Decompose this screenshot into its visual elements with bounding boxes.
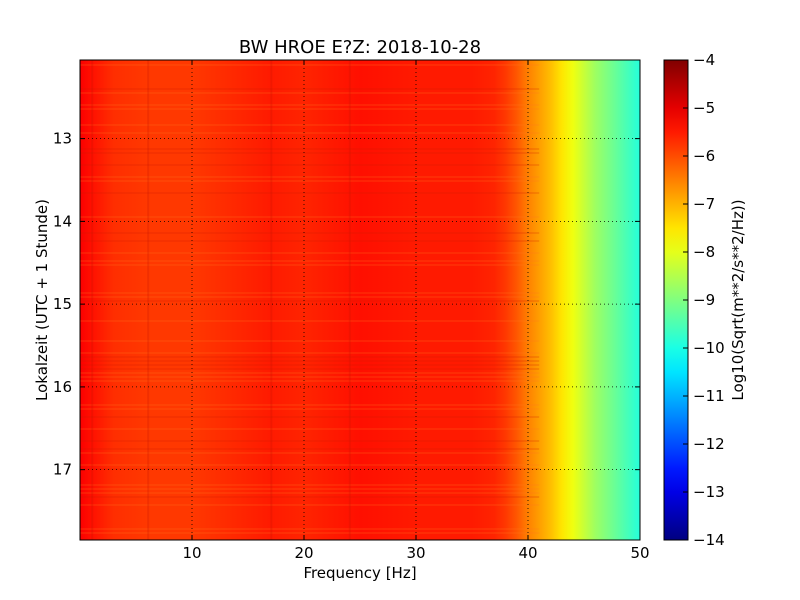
texture-stripe	[80, 376, 540, 378]
y-tick-label: 17	[53, 461, 72, 479]
texture-stripe	[80, 176, 540, 178]
texture-stripe	[80, 368, 540, 370]
colorbar-tick-label: −12	[693, 435, 725, 453]
texture-stripe	[80, 296, 540, 298]
colorbar-tick-label: −8	[693, 243, 715, 261]
chart-title: BW HROE E?Z: 2018-10-28	[239, 37, 481, 58]
texture-stripe	[80, 300, 540, 302]
texture-stripe	[80, 340, 540, 342]
colorbar-tick-label: −11	[693, 387, 725, 405]
frequency-line	[147, 60, 150, 540]
colorbar-tick-label: −9	[693, 291, 715, 309]
texture-stripe	[80, 428, 540, 430]
x-tick-label: 30	[406, 544, 425, 562]
colorbar-tick-label: −10	[693, 339, 725, 357]
x-tick-label: 10	[182, 544, 201, 562]
x-tick-label: 50	[630, 544, 649, 562]
texture-stripe	[80, 252, 540, 254]
texture-stripe	[80, 232, 540, 234]
frequency-line	[348, 60, 351, 540]
colorbar-ticks: −4 −5 −6 −7 −8 −9 −10 −11 −12 −13 −14	[683, 51, 725, 549]
grid-lines	[80, 60, 640, 540]
colorbar-tick-label: −4	[693, 51, 715, 69]
texture-stripe	[80, 292, 540, 294]
texture-stripe	[80, 468, 540, 470]
texture-stripe	[80, 92, 540, 94]
plot-area: 10 20 30 40 50 13 14 15 16 17	[53, 59, 650, 562]
texture-stripe	[80, 528, 540, 530]
texture-stripe	[80, 124, 540, 126]
texture-stripe	[80, 416, 540, 418]
x-axis-ticks: 10 20 30 40 50	[182, 60, 650, 562]
y-tick-label: 13	[53, 130, 72, 148]
texture-stripe	[80, 452, 540, 454]
x-axis-label: Frequency [Hz]	[303, 564, 416, 582]
texture-stripe	[80, 180, 540, 182]
texture-stripe	[80, 264, 540, 266]
frequency-line	[91, 60, 94, 540]
colorbar-tick-label: −5	[693, 99, 715, 117]
texture-stripe	[80, 192, 540, 194]
texture-stripe	[80, 164, 540, 166]
colorbar-tick-label: −14	[693, 531, 725, 549]
plot-frame	[79, 59, 641, 541]
texture-stripe	[80, 88, 540, 90]
heatmap-stripes	[80, 60, 540, 540]
texture-stripe	[80, 108, 540, 110]
texture-stripe	[80, 448, 540, 450]
colorbar: −4 −5 −6 −7 −8 −9 −10 −11 −12 −13 −14	[663, 51, 725, 549]
y-axis-ticks: 13 14 15 16 17	[53, 130, 640, 479]
texture-stripe	[80, 132, 540, 134]
texture-stripe	[80, 148, 540, 150]
texture-stripe	[80, 484, 540, 486]
texture-stripe	[80, 440, 540, 442]
frequency-line	[270, 60, 273, 540]
texture-stripe	[80, 372, 540, 374]
heatmap-field	[80, 60, 640, 540]
y-axis-label: Lokalzeit (UTC + 1 Stunde)	[33, 199, 51, 401]
texture-stripe	[80, 380, 540, 382]
y-tick-label: 15	[53, 295, 72, 313]
texture-stripe	[80, 64, 540, 66]
texture-stripe	[80, 488, 540, 490]
colorbar-tick-label: −6	[693, 147, 715, 165]
texture-stripe	[80, 408, 540, 410]
texture-stripe	[80, 260, 540, 262]
texture-stripe	[80, 364, 540, 366]
x-tick-label: 20	[294, 544, 313, 562]
colorbar-label: Log10(Sqrt(m**2/s**2/Hz))	[729, 199, 747, 400]
texture-stripe	[80, 496, 540, 498]
texture-stripe	[80, 356, 540, 358]
y-tick-label: 14	[53, 212, 72, 230]
x-tick-label: 40	[518, 544, 537, 562]
texture-stripe	[80, 320, 540, 322]
y-tick-label: 16	[53, 378, 72, 396]
colorbar-tick-label: −13	[693, 483, 725, 501]
texture-stripe	[80, 352, 540, 354]
texture-stripe	[80, 360, 540, 362]
texture-stripe	[80, 464, 540, 466]
texture-stripe	[80, 104, 540, 106]
texture-stripe	[80, 240, 540, 242]
texture-stripe	[80, 152, 540, 154]
texture-stripe	[80, 532, 540, 534]
texture-stripe	[80, 504, 540, 506]
texture-stripe	[80, 492, 540, 494]
texture-stripe	[80, 216, 540, 218]
texture-stripe	[80, 404, 540, 406]
colorbar-tick-label: −7	[693, 195, 715, 213]
